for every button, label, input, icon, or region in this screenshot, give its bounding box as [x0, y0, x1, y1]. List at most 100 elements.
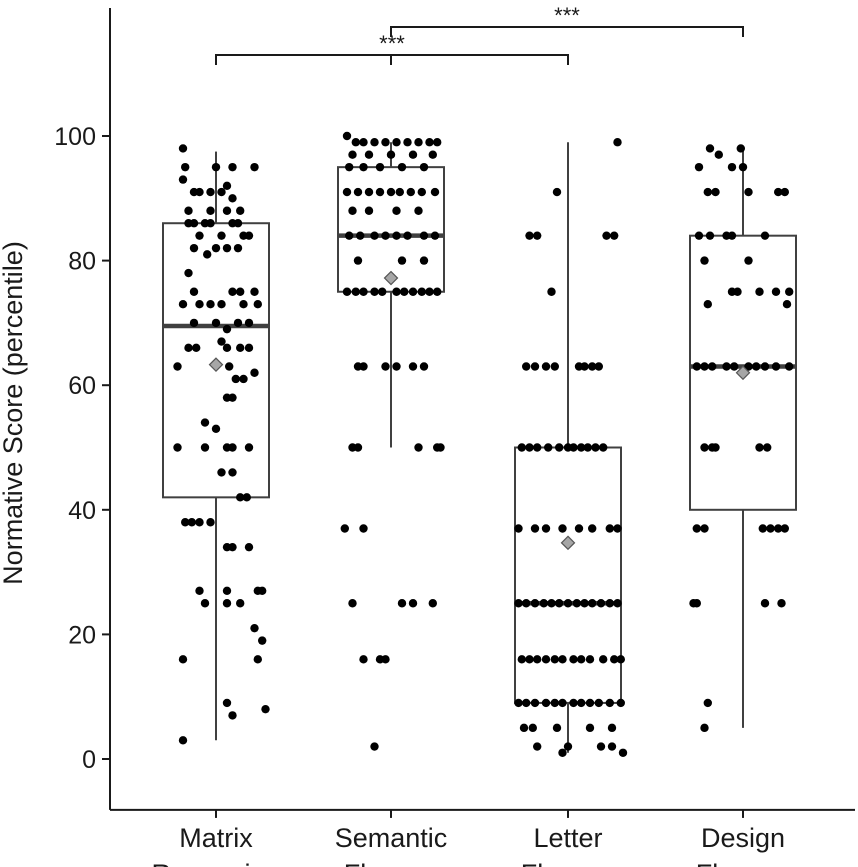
data-point — [253, 300, 262, 309]
data-point — [222, 698, 232, 708]
data-point — [522, 599, 531, 608]
data-point — [419, 256, 429, 265]
data-point — [211, 243, 221, 253]
data-point — [353, 187, 363, 197]
data-point — [727, 162, 737, 172]
data-point — [206, 518, 215, 527]
data-point — [569, 443, 578, 452]
data-point — [530, 524, 540, 533]
data-point — [433, 138, 442, 147]
data-point — [189, 219, 199, 228]
data-point — [345, 162, 354, 172]
data-point — [558, 748, 567, 757]
data-point — [342, 287, 352, 296]
data-point — [228, 468, 237, 477]
data-point — [602, 231, 611, 240]
data-point — [541, 362, 551, 371]
data-point — [181, 162, 190, 172]
data-point — [613, 599, 622, 608]
data-point — [417, 187, 426, 197]
data-point — [610, 655, 619, 664]
data-point — [785, 362, 794, 371]
data-point — [258, 586, 267, 595]
significance-bracket — [390, 25, 744, 37]
data-point — [722, 362, 731, 371]
data-point — [222, 343, 232, 353]
box-group — [162, 144, 270, 745]
data-point — [222, 243, 232, 253]
data-point — [392, 138, 401, 147]
data-point — [703, 187, 712, 197]
data-point — [736, 144, 745, 153]
data-point — [250, 287, 259, 296]
data-point — [408, 287, 418, 296]
data-point — [356, 231, 365, 240]
data-point — [364, 150, 374, 159]
data-point — [752, 362, 761, 371]
data-point — [364, 206, 374, 215]
data-point — [195, 518, 204, 527]
data-point — [555, 443, 564, 452]
data-point — [780, 524, 789, 533]
data-point — [364, 187, 374, 197]
data-point — [187, 518, 196, 527]
data-point — [178, 144, 188, 153]
data-point — [563, 599, 573, 608]
data-point — [228, 194, 237, 203]
data-point — [613, 524, 622, 533]
mean-marker — [208, 357, 224, 372]
data-point — [392, 287, 401, 296]
data-point — [406, 187, 415, 197]
data-point — [261, 704, 270, 714]
data-point — [236, 206, 245, 215]
iqr-box — [162, 222, 270, 499]
data-point — [206, 300, 215, 309]
data-point — [244, 443, 254, 452]
data-point — [408, 599, 418, 608]
data-point — [569, 655, 578, 664]
data-point — [370, 742, 379, 751]
data-point — [342, 187, 352, 197]
data-point — [594, 362, 603, 371]
data-point — [577, 443, 586, 452]
data-point — [599, 655, 608, 664]
data-point — [370, 287, 379, 296]
data-point — [200, 599, 210, 608]
data-point — [408, 150, 418, 159]
data-point — [616, 698, 625, 708]
y-tick-label: 20 — [68, 621, 96, 649]
data-point — [755, 287, 764, 296]
data-point — [525, 231, 534, 240]
data-point — [766, 524, 775, 533]
data-point — [430, 231, 440, 240]
data-point — [250, 368, 259, 377]
data-point — [782, 300, 792, 309]
data-point — [514, 599, 523, 608]
data-point — [242, 493, 251, 502]
data-point — [173, 362, 182, 371]
data-point — [544, 443, 553, 452]
data-point — [533, 655, 542, 664]
data-point — [200, 443, 210, 452]
data-point — [760, 362, 770, 371]
data-point — [222, 599, 232, 608]
data-point — [541, 655, 551, 664]
data-point — [552, 723, 562, 733]
data-point — [236, 343, 245, 353]
data-point — [555, 599, 564, 608]
data-point — [244, 542, 254, 552]
y-tick-label: 80 — [68, 248, 96, 276]
box-group — [689, 144, 797, 733]
data-point — [744, 187, 753, 197]
y-tick-label: 100 — [54, 123, 96, 151]
data-point — [397, 599, 407, 608]
data-point — [351, 138, 360, 147]
data-point — [375, 187, 385, 197]
data-point — [703, 300, 712, 309]
data-point — [386, 187, 396, 197]
data-point — [359, 162, 368, 172]
data-point — [785, 287, 794, 296]
data-point — [206, 206, 215, 215]
data-point — [236, 599, 245, 608]
data-point — [359, 362, 368, 371]
